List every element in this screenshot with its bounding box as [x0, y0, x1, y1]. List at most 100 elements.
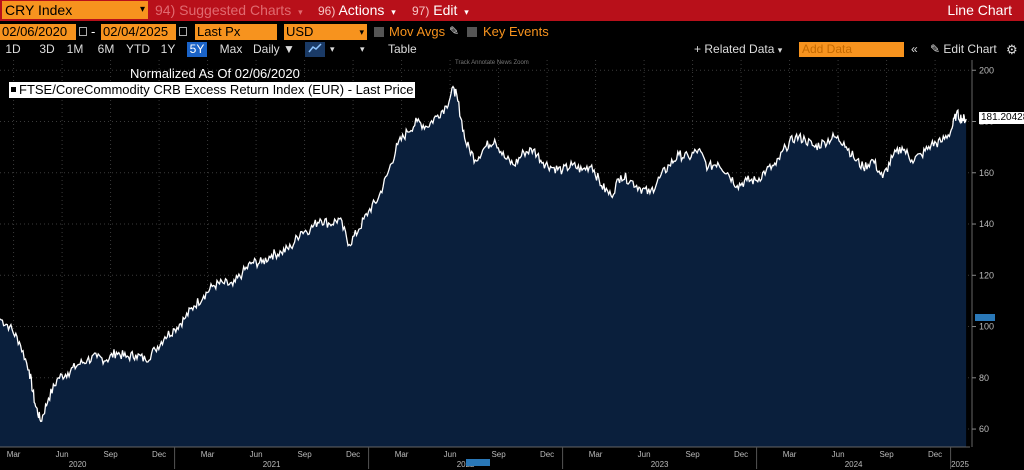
- currency-value: USD: [286, 24, 314, 39]
- x-tick-label: Dec: [152, 450, 166, 459]
- price-field-select[interactable]: Last Px: [195, 24, 277, 40]
- edit-num: 97): [412, 4, 430, 18]
- legend-label: FTSE/CoreCommodity CRB Excess Return Ind…: [19, 82, 414, 97]
- last-value-tag: 181.20428: [979, 112, 1024, 124]
- command-bar: CRY Index ▾ 94) Suggested Charts ▾ 96) A…: [0, 0, 1024, 21]
- suggested-charts-label: Suggested Charts: [179, 2, 292, 18]
- x-tick-label: Mar: [201, 450, 215, 459]
- edit-chart-button[interactable]: ✎ Edit Chart: [930, 42, 997, 57]
- x-year-label: 2022: [457, 460, 475, 469]
- range-bar: 1D 3D 1M 6M YTD 1Y 5Y Max Daily ▼ ▾ ▾ Table + R…: [0, 41, 1024, 57]
- x-tick-label: Mar: [589, 450, 603, 459]
- edit-chart-label: Edit Chart: [943, 42, 997, 56]
- calendar-icon[interactable]: [179, 27, 187, 36]
- mov-avgs-label[interactable]: Mov Avgs: [389, 24, 446, 39]
- actions-label: Actions: [338, 2, 385, 18]
- range-button-3d[interactable]: 3D: [39, 42, 55, 56]
- chevron-down-icon: ▾: [777, 45, 783, 55]
- add-data-input[interactable]: Add Data: [799, 42, 904, 57]
- cursor-date-tag: [466, 459, 490, 466]
- y-tick-label: 140: [979, 219, 994, 229]
- start-date-input[interactable]: 02/06/2020: [0, 24, 76, 40]
- ticker-text: CRY Index: [5, 2, 73, 18]
- pencil-icon[interactable]: ✎: [449, 24, 460, 38]
- range-button-1d[interactable]: 1D: [5, 42, 21, 56]
- x-tick-label: Sep: [879, 450, 894, 459]
- key-events-label[interactable]: Key Events: [483, 24, 549, 39]
- x-tick-label: Mar: [395, 450, 409, 459]
- line-chart-icon[interactable]: [305, 42, 325, 57]
- x-tick-label: Dec: [540, 450, 554, 459]
- chart-tools-bar[interactable]: Track Annotate News Zoom: [455, 60, 529, 66]
- base-value-tag: [975, 314, 995, 321]
- table-button[interactable]: Table: [388, 42, 417, 56]
- suggested-charts-menu[interactable]: 94) Suggested Charts ▾: [155, 0, 303, 21]
- edit-menu[interactable]: 97) Edit ▾: [412, 0, 469, 21]
- mov-avgs-checkbox[interactable]: [374, 27, 384, 37]
- gear-icon[interactable]: ⚙: [1006, 42, 1018, 57]
- ticker-input[interactable]: CRY Index ▾: [2, 1, 148, 19]
- chevron-down-icon: ▾: [298, 7, 303, 17]
- range-button-max[interactable]: Max: [219, 42, 243, 56]
- actions-num: 96): [318, 4, 336, 18]
- y-tick-label: 60: [979, 424, 989, 434]
- chevron-down-icon: ▾: [391, 7, 396, 17]
- x-year-label: 2021: [263, 460, 281, 469]
- y-tick-label: 120: [979, 270, 994, 280]
- y-tick-label: 200: [979, 65, 994, 75]
- x-tick-label: Dec: [928, 450, 942, 459]
- x-tick-label: Dec: [734, 450, 748, 459]
- x-tick-label: Jun: [250, 450, 263, 459]
- x-tick-label: Jun: [56, 450, 69, 459]
- suggested-charts-num: 94): [155, 2, 176, 18]
- price-area: [0, 86, 967, 447]
- chevron-down-icon: ▾: [359, 27, 364, 37]
- related-data-button[interactable]: + Related Data ▾: [694, 42, 782, 58]
- x-tick-label: Sep: [103, 450, 118, 459]
- caret-down-icon: ▼: [283, 42, 295, 56]
- x-year-label: 2020: [69, 460, 87, 469]
- legend-entry[interactable]: FTSE/CoreCommodity CRB Excess Return Ind…: [9, 82, 416, 98]
- range-button-6m[interactable]: 6M: [97, 42, 115, 56]
- x-tick-label: Sep: [685, 450, 700, 459]
- x-tick-label: Sep: [297, 450, 312, 459]
- y-tick-label: 160: [979, 168, 994, 178]
- ticker-dropdown-icon[interactable]: ▾: [139, 4, 145, 15]
- period-label: Daily: [253, 42, 280, 56]
- legend-marker: [11, 87, 16, 92]
- range-button-1y[interactable]: 1Y: [160, 42, 176, 56]
- x-tick-label: Jun: [832, 450, 845, 459]
- calendar-icon[interactable]: [79, 27, 87, 36]
- x-tick-label: Sep: [491, 450, 506, 459]
- range-button-5y[interactable]: 5Y: [187, 42, 207, 57]
- end-date-input[interactable]: 02/04/2025: [101, 24, 176, 40]
- related-data-label: Related Data: [704, 42, 775, 56]
- period-select[interactable]: Daily ▼: [253, 42, 295, 57]
- chart-title: Normalized As Of 02/06/2020: [130, 66, 300, 81]
- y-tick-label: 80: [979, 373, 989, 383]
- date-separator: -: [91, 24, 96, 39]
- range-button-1m[interactable]: 1M: [66, 42, 84, 56]
- x-tick-label: Jun: [444, 450, 457, 459]
- x-year-label: 2023: [651, 460, 669, 469]
- key-events-checkbox[interactable]: [467, 27, 477, 37]
- edit-label: Edit: [433, 2, 458, 18]
- currency-select[interactable]: USD ▾: [284, 24, 367, 40]
- price-line: [0, 85, 967, 423]
- more-dropdown-icon[interactable]: ▾: [360, 44, 365, 54]
- chart-style-dropdown-icon[interactable]: ▾: [330, 44, 335, 54]
- actions-menu[interactable]: 96) Actions ▾: [318, 0, 396, 21]
- x-tick-label: Mar: [7, 450, 21, 459]
- line-chart[interactable]: 6080100120140160180200MarJunSepDecMarJun…: [0, 60, 1024, 470]
- x-year-label: 2025: [951, 460, 969, 469]
- plus-icon: +: [694, 42, 702, 56]
- settings-bar: 02/06/2020 - 02/04/2025 Last Px USD ▾ Mo…: [0, 23, 1024, 41]
- pencil-icon: ✎: [930, 42, 941, 56]
- x-tick-label: Dec: [346, 450, 360, 459]
- range-button-ytd[interactable]: YTD: [126, 42, 150, 56]
- x-year-label: 2024: [845, 460, 863, 469]
- y-tick-label: 100: [979, 322, 994, 332]
- x-tick-label: Mar: [783, 450, 797, 459]
- x-tick-label: Jun: [638, 450, 651, 459]
- collapse-icon[interactable]: «: [911, 42, 918, 56]
